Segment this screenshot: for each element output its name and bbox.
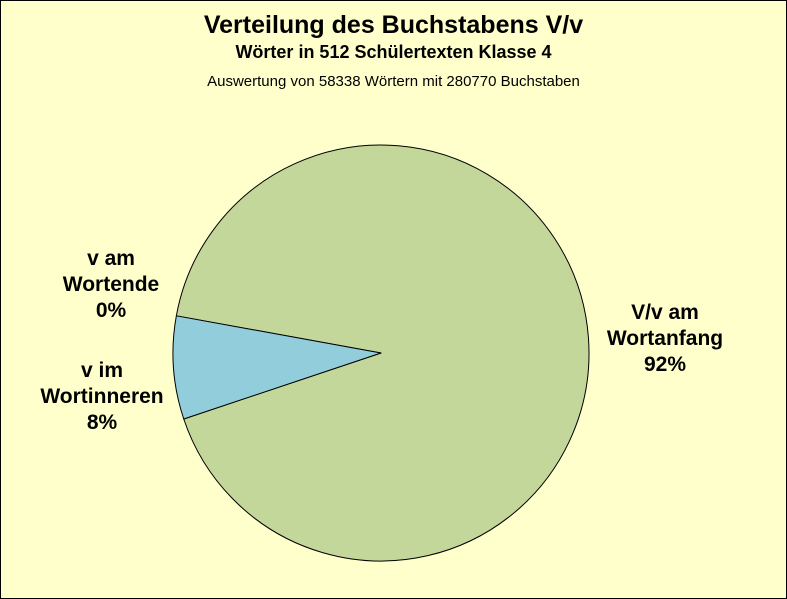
pie-slice-v-im-wortinneren	[172, 315, 382, 420]
data-label-percent: 8%	[86, 411, 118, 434]
pie-slice-v-v-am-wortanfang	[175, 144, 590, 562]
pie-slices-group	[172, 144, 590, 562]
chart-subtitle: Wörter in 512 Schülertexten Klasse 4	[235, 42, 552, 62]
data-label-percent: 0%	[95, 299, 127, 322]
chart-title: Verteilung des Buchstabens V/v	[203, 11, 584, 39]
data-label-wortanfang: V/v am Wortanfang 92%	[590, 300, 740, 378]
chart-note: Auswertung von 58338 Wörtern mit 280770 …	[207, 73, 580, 90]
data-label-wortende: v am Wortende 0%	[46, 246, 176, 324]
data-label-category: v im Wortinneren	[40, 359, 164, 408]
data-label-percent: 92%	[643, 353, 687, 376]
data-label-category: v am Wortende	[62, 247, 160, 296]
data-label-category: V/v am Wortanfang	[606, 301, 724, 350]
data-label-wortinneren: v im Wortinneren 8%	[27, 358, 177, 436]
